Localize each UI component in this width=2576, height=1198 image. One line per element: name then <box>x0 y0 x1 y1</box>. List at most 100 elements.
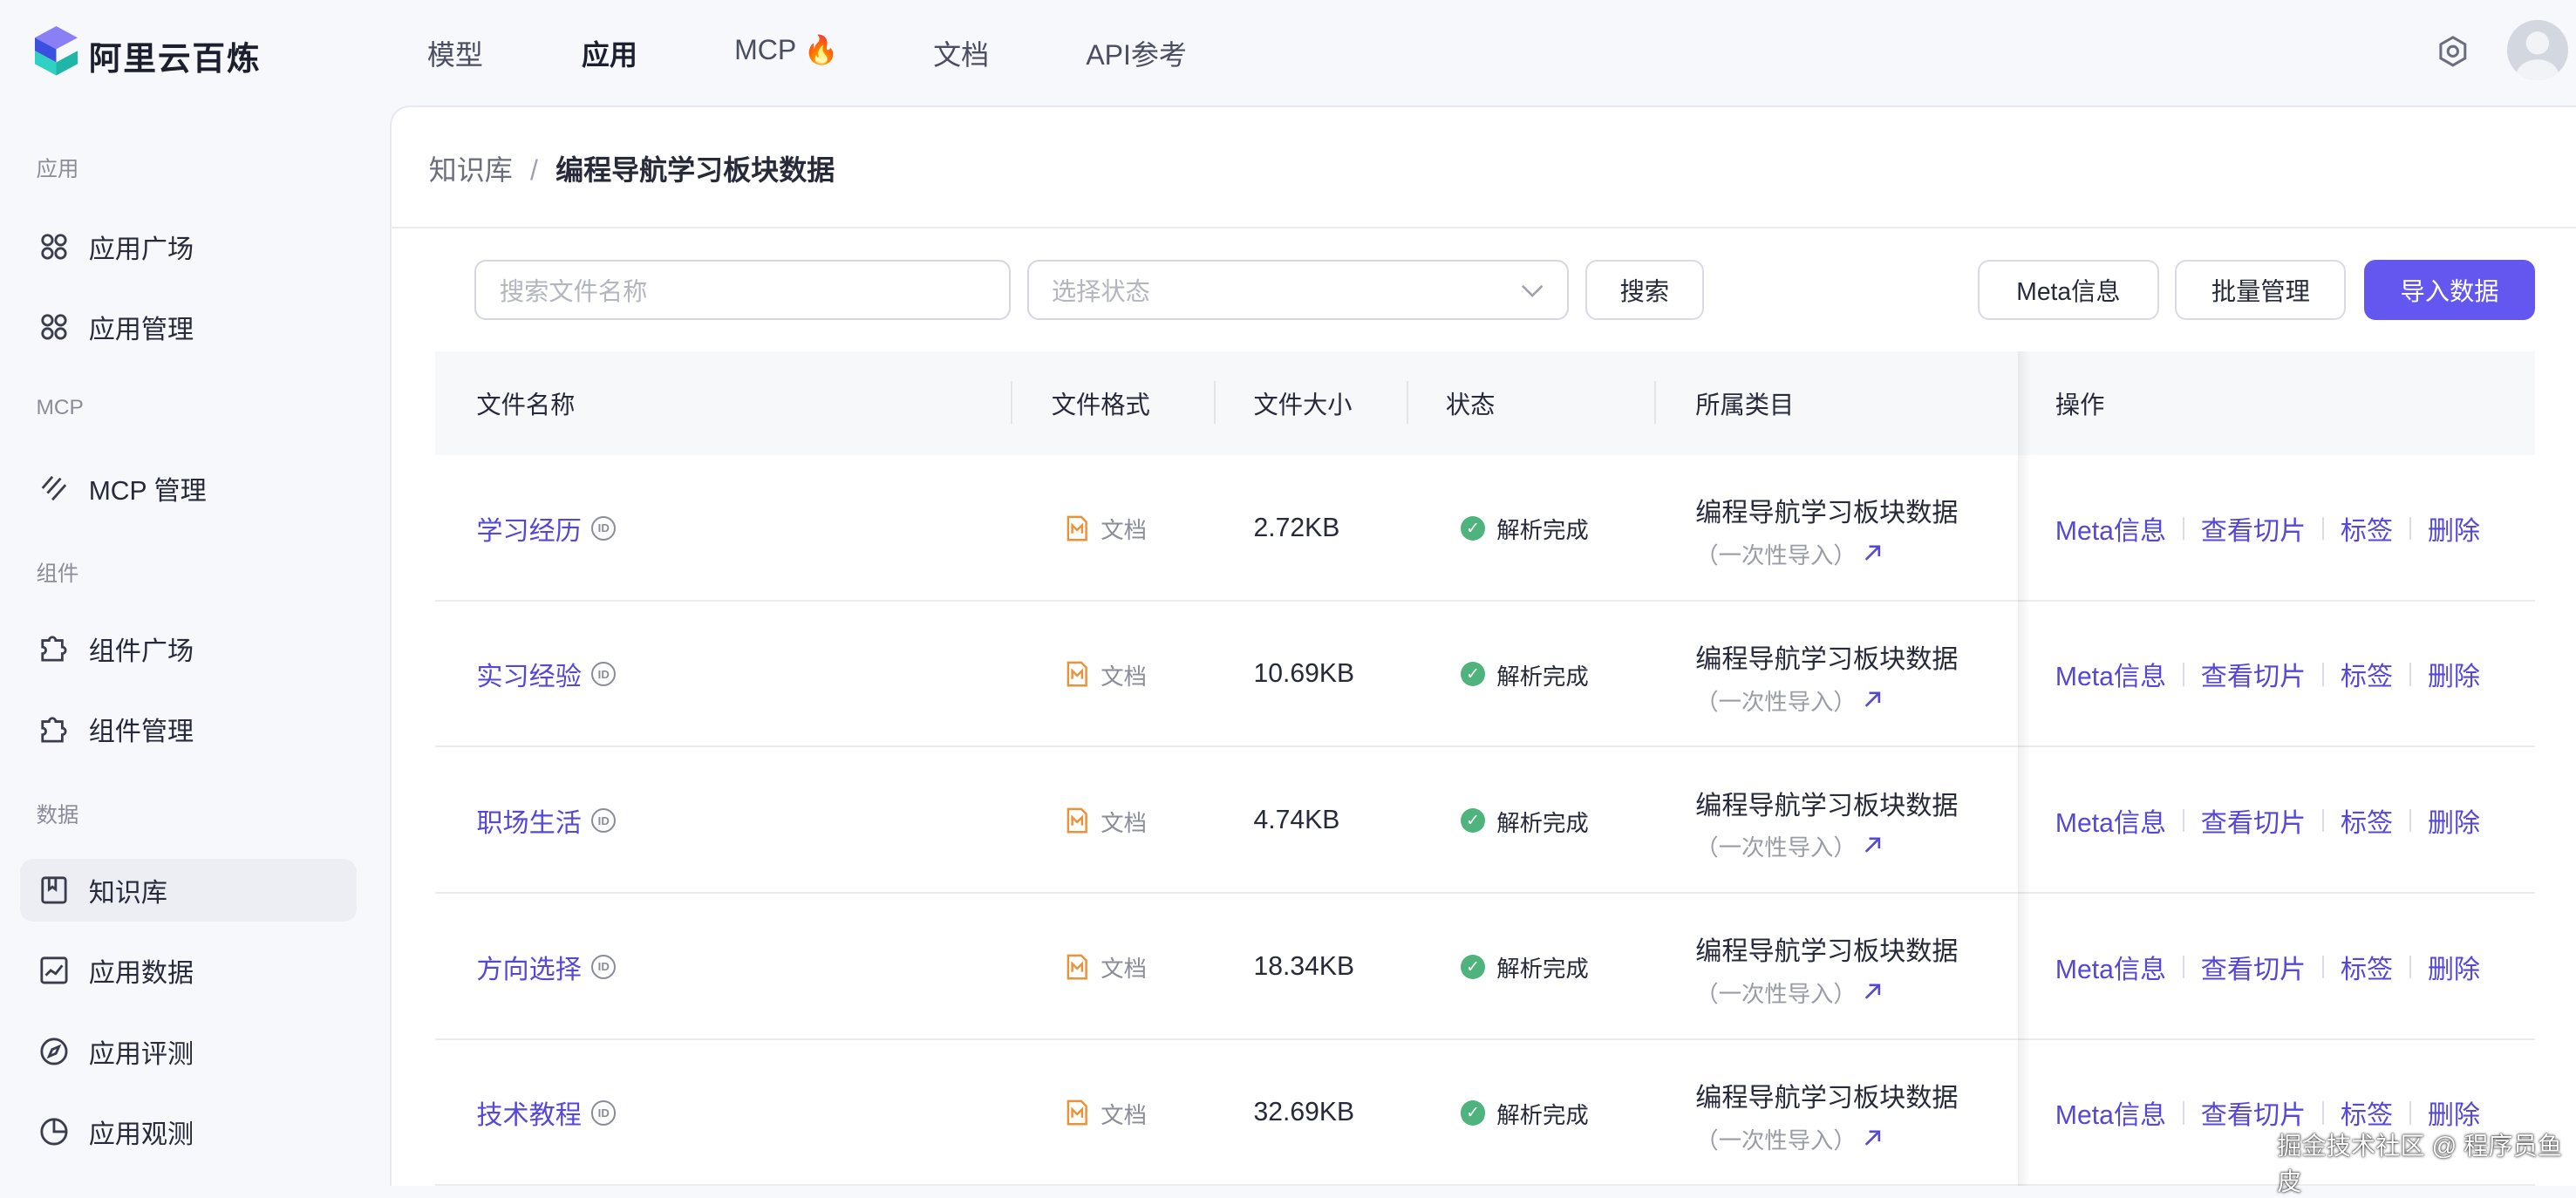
file-name-link[interactable]: 方向选择 <box>476 948 582 986</box>
search-button[interactable]: 搜索 <box>1585 260 1704 321</box>
meta-info-button[interactable]: Meta信息 <box>1978 260 2158 321</box>
file-name-link[interactable]: 职场生活 <box>476 801 582 840</box>
arrow-up-right-icon[interactable] <box>1863 982 1883 1002</box>
tags-link[interactable]: 标签 <box>2341 948 2393 986</box>
file-name-link[interactable]: 学习经历 <box>476 509 582 548</box>
sidebar-item-label: 应用管理 <box>89 308 194 346</box>
divider <box>2322 1101 2324 1124</box>
sidebar-item-app-manage[interactable]: 应用管理 <box>20 296 357 358</box>
id-icon[interactable]: ID <box>591 808 616 833</box>
meta-info-link[interactable]: Meta信息 <box>2055 509 2166 548</box>
file-name-link[interactable]: 技术教程 <box>476 1093 582 1132</box>
category-name: 编程导航学习板块数据 <box>1695 1076 1958 1114</box>
file-format: 文档 <box>1101 657 1147 691</box>
view-chunks-link[interactable]: 查看切片 <box>2201 509 2307 548</box>
batch-manage-button[interactable]: 批量管理 <box>2175 260 2346 321</box>
puzzle-icon <box>39 634 69 664</box>
divider <box>2183 517 2184 540</box>
divider <box>2322 956 2324 978</box>
nav-mcp-label: MCP <box>734 34 796 65</box>
arrow-up-right-icon[interactable] <box>1863 1128 1883 1148</box>
apps-icon <box>39 232 69 262</box>
sidebar-item-label: 应用广场 <box>89 228 194 266</box>
category-name: 编程导航学习板块数据 <box>1695 637 1958 676</box>
sidebar-item-app-plaza[interactable]: 应用广场 <box>20 215 357 278</box>
meta-info-link[interactable]: Meta信息 <box>2055 948 2166 986</box>
nav-api[interactable]: API参考 <box>1086 33 1187 73</box>
nav-docs[interactable]: 文档 <box>933 33 989 73</box>
tags-link[interactable]: 标签 <box>2341 655 2393 693</box>
column-header-size: 文件大小 <box>1253 351 1352 455</box>
category-import-type: （一次性导入） <box>1695 683 1857 717</box>
view-chunks-link[interactable]: 查看切片 <box>2201 948 2307 986</box>
compass-icon <box>39 1037 69 1066</box>
sidebar-item-component-manage[interactable]: 组件管理 <box>20 698 357 761</box>
arrow-up-right-icon[interactable] <box>1863 690 1883 710</box>
sidebar-item-knowledge-base[interactable]: 知识库 <box>20 859 357 922</box>
delete-link[interactable]: 删除 <box>2428 801 2480 840</box>
category-name: 编程导航学习板块数据 <box>1695 784 1958 822</box>
divider <box>2322 809 2324 832</box>
tags-link[interactable]: 标签 <box>2341 801 2393 840</box>
avatar[interactable] <box>2507 20 2568 81</box>
delete-link[interactable]: 删除 <box>2428 655 2480 693</box>
gear-icon[interactable] <box>2436 35 2470 72</box>
sidebar-item-app-data[interactable]: 应用数据 <box>20 940 357 1003</box>
pie-icon <box>39 1117 69 1147</box>
sidebar-item-label: 应用数据 <box>89 951 194 990</box>
markdown-file-icon <box>1067 807 1087 834</box>
id-icon[interactable]: ID <box>591 1100 616 1125</box>
arrow-up-right-icon[interactable] <box>1863 835 1883 855</box>
sidebar-item-label: 应用评测 <box>89 1032 194 1071</box>
file-name-link[interactable]: 实习经验 <box>476 655 582 693</box>
divider <box>2409 517 2411 540</box>
id-icon[interactable]: ID <box>591 662 616 686</box>
status-text: 解析完成 <box>1496 950 1588 984</box>
file-format: 文档 <box>1101 511 1147 545</box>
divider <box>391 227 2576 228</box>
search-input[interactable]: 搜索文件名称 <box>474 260 1010 321</box>
sidebar-item-app-eval[interactable]: 应用评测 <box>20 1020 357 1083</box>
id-icon[interactable]: ID <box>591 516 616 541</box>
id-icon[interactable]: ID <box>591 955 616 979</box>
check-circle-icon: ✓ <box>1461 516 1485 541</box>
column-resizer[interactable] <box>1214 381 1216 424</box>
delete-link[interactable]: 删除 <box>2428 948 2480 986</box>
category-import-type: （一次性导入） <box>1695 536 1857 570</box>
column-resizer[interactable] <box>1407 381 1408 424</box>
sidebar-item-app-observe[interactable]: 应用观测 <box>20 1100 357 1163</box>
status-select[interactable]: 选择状态 <box>1027 260 1570 321</box>
markdown-file-icon <box>1067 661 1087 687</box>
nav-models[interactable]: 模型 <box>427 33 483 73</box>
arrow-up-right-icon[interactable] <box>1863 543 1883 563</box>
category-name: 编程导航学习板块数据 <box>1695 929 1958 968</box>
fire-icon: 🔥 <box>804 34 839 65</box>
status-text: 解析完成 <box>1496 804 1588 838</box>
markdown-file-icon <box>1067 1099 1087 1126</box>
check-circle-icon: ✓ <box>1461 662 1485 686</box>
breadcrumb-root[interactable]: 知识库 <box>429 154 513 186</box>
sidebar-item-component-plaza[interactable]: 组件广场 <box>20 617 357 680</box>
meta-info-link[interactable]: Meta信息 <box>2055 801 2166 840</box>
meta-info-link[interactable]: Meta信息 <box>2055 1093 2166 1132</box>
file-size: 4.74KB <box>1253 747 1339 894</box>
file-format: 文档 <box>1101 804 1147 838</box>
sidebar-item-label: 组件管理 <box>89 710 194 748</box>
import-data-button[interactable]: 导入数据 <box>2364 260 2535 321</box>
sidebar-section-apps: 应用 <box>36 153 78 183</box>
tags-link[interactable]: 标签 <box>2341 509 2393 548</box>
column-resizer[interactable] <box>1011 381 1012 424</box>
delete-link[interactable]: 删除 <box>2428 509 2480 548</box>
view-chunks-link[interactable]: 查看切片 <box>2201 801 2307 840</box>
sidebar-item-mcp-manage[interactable]: MCP 管理 <box>20 457 357 520</box>
nav-apps[interactable]: 应用 <box>582 33 637 73</box>
status-text: 解析完成 <box>1496 1096 1588 1130</box>
column-resizer[interactable] <box>1654 381 1656 424</box>
meta-info-link[interactable]: Meta信息 <box>2055 655 2166 693</box>
view-chunks-link[interactable]: 查看切片 <box>2201 655 2307 693</box>
divider <box>2409 956 2411 978</box>
sidebar-section-components: 组件 <box>36 557 78 588</box>
nav-mcp[interactable]: MCP 🔥 <box>734 33 838 66</box>
divider <box>2409 1101 2411 1124</box>
